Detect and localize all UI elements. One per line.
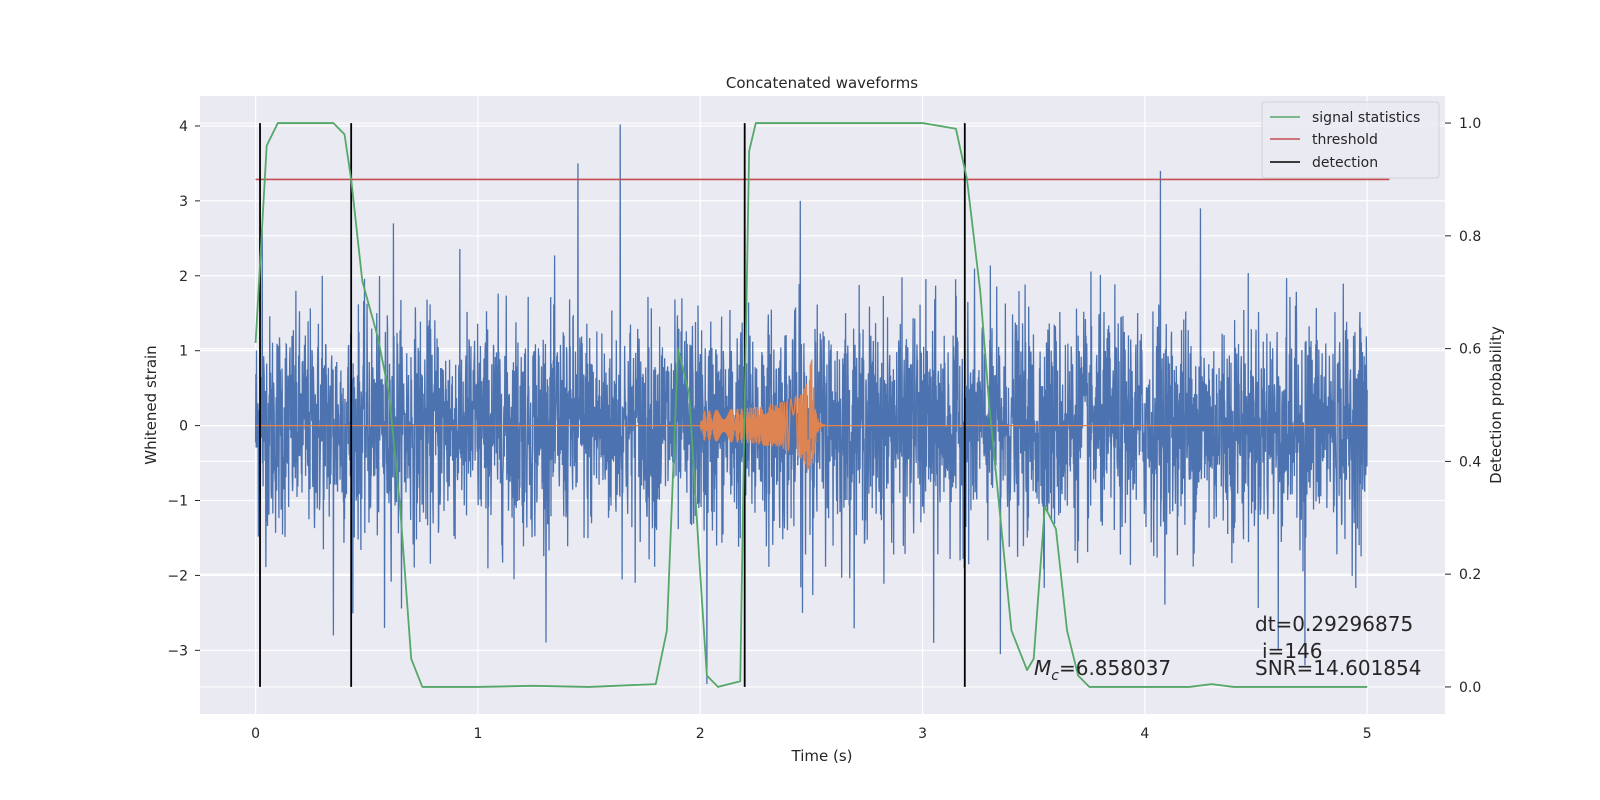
y2-tick-label: 0.0 [1459,680,1481,696]
annotation-mc-symbol: M [1034,656,1051,680]
x-tick-label: 1 [473,726,482,742]
y-tick-label: 0 [179,419,188,435]
y2-tick-label: 0.2 [1459,567,1481,583]
annotation-mc-value: =6.858037 [1059,656,1171,680]
annotation-mc-sub: c [1051,668,1059,684]
x-tick-label: 3 [918,726,927,742]
y2-tick-label: 1.0 [1459,116,1481,132]
annotation-mc: Mc=6.858037 [1034,656,1171,684]
annotations: Mc=6.858037 dt=0.29296875 i=146 SNR=14.6… [1034,612,1421,684]
y2-tick-label: 0.4 [1459,454,1481,470]
y-tick-label: −3 [167,643,188,659]
legend-label-threshold: threshold [1312,132,1378,148]
series-template-line [255,359,1368,470]
annotation-snr: SNR=14.601854 [1255,656,1421,680]
legend-label-detection: detection [1312,155,1378,171]
chart-title: Concatenated waveforms [726,74,918,92]
x-axis-label: Time (s) [791,747,853,765]
ticks: 0 1 2 3 4 5 −3 −2 −1 0 1 2 3 4 0.0 0.2 0.4 0.6 0.8 1.0 [167,116,1481,742]
y-tick-label: 2 [179,269,188,285]
x-tick-label: 0 [251,726,260,742]
annotation-dt: dt=0.29296875 [1255,612,1413,636]
y2-tick-label: 0.6 [1459,342,1481,358]
legend: signal statistics threshold detection [1261,101,1440,179]
y2-tick-label: 0.8 [1459,229,1481,245]
y-tick-label: −2 [167,568,188,584]
series-layer [254,122,1390,688]
y-tick-label: 1 [179,344,188,360]
series-signal-statistics-line [254,122,1368,688]
x-tick-label: 4 [1140,726,1149,742]
y-tick-label: 4 [179,119,188,135]
y-tick-label: −1 [167,494,188,510]
x-tick-label: 5 [1363,726,1372,742]
y2-axis-label: Detection probability [1487,326,1505,484]
y-tick-label: 3 [179,194,188,210]
legend-label-signal-statistics: signal statistics [1312,110,1420,126]
x-tick-label: 2 [696,726,705,742]
annotation-i: i=146 [1262,639,1323,663]
legend-box [1261,101,1440,179]
plot-area [254,122,1390,688]
y-axis-label: Whitened strain [142,345,160,464]
